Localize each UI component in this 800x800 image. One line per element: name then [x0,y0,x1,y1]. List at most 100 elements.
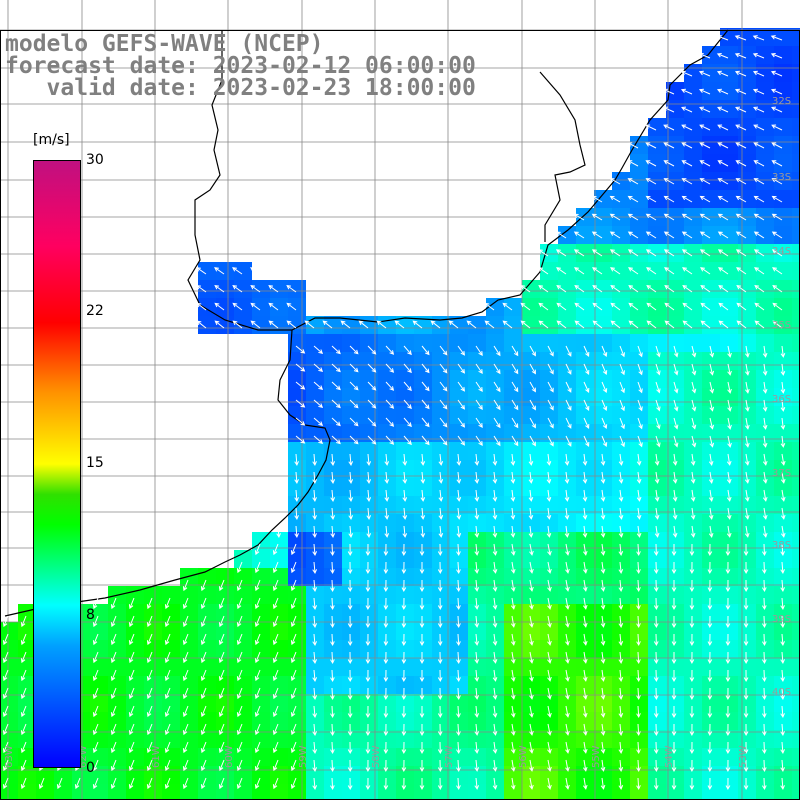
wind-arrow [663,106,675,113]
wind-cell [702,676,720,694]
wind-cell [684,280,702,298]
wind-cell [594,442,612,460]
wind-arrow [700,284,711,293]
wind-arrow [583,435,590,447]
wind-cell [450,550,468,568]
wind-cell [432,694,450,712]
longitude-label: 59W [298,745,309,768]
wind-cell [702,46,720,64]
wind-cell [738,352,756,370]
wind-cell [450,586,468,604]
wind-cell [612,784,630,800]
wind-cell [396,586,414,604]
wind-arrow [456,489,462,502]
wind-cell [756,784,774,800]
wind-cell [216,262,234,280]
wind-arrow [510,561,516,574]
wind-cell [594,370,612,388]
wind-arrow [645,231,657,239]
wind-cell [306,622,324,640]
wind-arrow [510,579,516,592]
wind-arrow [743,651,749,665]
wind-cell [306,406,324,424]
wind-cell [126,658,144,676]
wind-arrow [402,453,408,466]
wind-arrow [385,435,395,445]
wind-arrow [365,651,371,665]
wind-arrow [493,345,501,357]
wind-arrow [690,489,696,502]
wind-cell [108,604,126,622]
wind-cell [486,694,504,712]
wind-cell [468,370,486,388]
wind-cell [612,514,630,532]
wind-arrow [547,615,552,628]
wind-arrow [772,267,783,275]
wind-cell [162,784,180,800]
wind-cell [342,334,360,352]
wind-cell [450,442,468,460]
wind-cell [414,388,432,406]
wind-cell [252,658,270,676]
wind-arrow [780,525,786,538]
wind-cell [792,64,800,82]
wind-arrow [456,543,461,557]
wind-cell [702,694,720,712]
wind-arrow [565,381,572,393]
wind-arrow [664,320,675,329]
wind-cell [144,676,162,694]
wind-cell [540,784,558,800]
wind-cell [594,298,612,316]
wind-arrow [268,284,279,293]
wind-cell [774,568,792,586]
wind-arrow [707,543,713,557]
wind-cell [720,784,738,800]
wind-cell [468,658,486,676]
wind-arrow [681,106,693,113]
wind-cell [252,694,270,712]
wind-arrow [510,633,516,646]
wind-arrow [385,399,395,409]
wind-arrow [438,489,444,502]
wind-arrow [290,759,297,772]
wind-cell [576,496,594,514]
wind-arrow [439,417,448,428]
wind-cell [558,604,576,622]
wind-arrow [771,231,783,239]
wind-cell [468,352,486,370]
wind-cell [558,226,576,244]
wind-cell [540,388,558,406]
wind-arrow [771,213,783,221]
wind-cell [522,424,540,442]
wind-arrow [609,213,621,221]
wind-cell [792,262,800,280]
wind-arrow [744,453,750,466]
wind-cell [504,478,522,496]
wind-cell [792,118,800,136]
wind-arrow [218,687,225,700]
wind-arrow [92,615,99,628]
wind-arrow [592,267,603,275]
wind-cell [648,316,666,334]
wind-arrow [707,633,713,647]
wind-cell [90,766,108,784]
wind-arrow [254,759,261,772]
wind-arrow [690,453,696,466]
wind-cell [414,352,432,370]
wind-cell [306,586,324,604]
wind-arrow [636,723,641,737]
wind-arrow [385,417,395,427]
wind-cell [792,496,800,514]
wind-cell [558,298,576,316]
wind-arrow [456,615,461,629]
wind-arrow [725,633,731,647]
wind-arrow [214,284,225,293]
wind-cell [720,568,738,586]
wind-cell [378,388,396,406]
wind-arrow [753,160,765,167]
wind-cell [324,676,342,694]
wind-cell [360,604,378,622]
wind-arrow [383,633,389,647]
wind-cell [468,604,486,622]
wind-arrow [128,705,135,718]
